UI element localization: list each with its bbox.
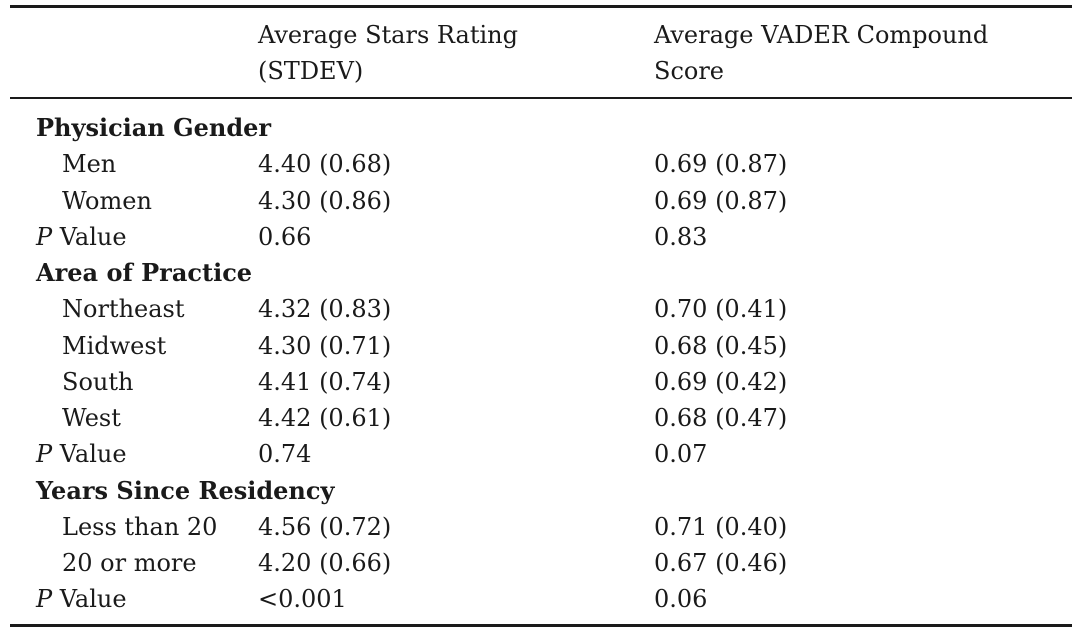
vader-p-value: 0.83 [654, 222, 708, 251]
vader-value: 0.68 (0.47) [654, 404, 788, 432]
header-rule [10, 97, 1072, 99]
row-label: Women [62, 186, 152, 215]
table-row: Midwest 4.30 (0.71) 0.68 (0.45) [0, 328, 1080, 364]
vader-value: 0.69 (0.42) [654, 367, 788, 396]
vader-value: 0.71 (0.40) [654, 512, 788, 541]
stars-value: 4.20 (0.66) [258, 549, 392, 577]
header-stars-line2: (STDEV) [258, 57, 364, 85]
p-symbol: P [36, 222, 53, 251]
table-row: South 4.41 (0.74) 0.69 (0.42) [0, 364, 1080, 400]
section-title-row: Physician Gender [0, 110, 1080, 146]
p-symbol: P [36, 440, 53, 469]
stars-value: 4.56 (0.72) [258, 512, 392, 541]
stars-value: 4.42 (0.61) [258, 404, 392, 432]
row-label: 20 or more [62, 549, 197, 577]
section-title-row: Years Since Residency [0, 473, 1080, 509]
p-value-label: P Value [36, 219, 127, 255]
p-value-row: P Value 0.74 0.07 [0, 436, 1080, 472]
table-row: Less than 20 4.56 (0.72) 0.71 (0.40) [0, 509, 1080, 545]
p-value-label: P Value [36, 581, 127, 617]
stars-p-value: <0.001 [258, 585, 347, 614]
p-value-word: Value [52, 585, 127, 614]
section-title: Physician Gender [36, 113, 272, 142]
section-title-row: Area of Practice [0, 255, 1080, 291]
table-bottom-rule [10, 624, 1072, 627]
stars-p-value: 0.66 [258, 222, 312, 251]
p-symbol: P [36, 585, 53, 614]
stars-value: 4.32 (0.83) [258, 295, 392, 324]
vader-value: 0.69 (0.87) [654, 150, 788, 179]
row-label: Less than 20 [62, 512, 218, 541]
section-title: Years Since Residency [36, 475, 335, 505]
row-label: West [62, 404, 121, 432]
row-label: South [62, 367, 134, 396]
p-value-row: P Value 0.66 0.83 [0, 219, 1080, 255]
stars-value: 4.30 (0.86) [258, 186, 392, 215]
vader-p-value: 0.06 [654, 585, 708, 614]
row-label: Midwest [62, 331, 167, 360]
header-vader-line2: Score [654, 57, 725, 85]
p-value-label: P Value [36, 436, 127, 472]
stars-value: 4.41 (0.74) [258, 367, 392, 396]
stars-value: 4.40 (0.68) [258, 150, 392, 179]
p-value-word: Value [52, 222, 127, 251]
p-value-word: Value [52, 440, 127, 469]
p-value-row: P Value <0.001 0.06 [0, 581, 1080, 617]
header-vader-line1: Average VADER Compound [654, 21, 989, 49]
stars-p-value: 0.74 [258, 440, 312, 469]
vader-value: 0.70 (0.41) [654, 295, 788, 324]
vader-value: 0.68 (0.45) [654, 331, 788, 360]
row-label: Northeast [62, 295, 185, 324]
vader-value: 0.69 (0.87) [654, 186, 788, 215]
header-stars-rating: Average Stars Rating (STDEV) [258, 17, 518, 89]
table-row: 20 or more 4.20 (0.66) 0.67 (0.46) [0, 545, 1080, 581]
table-body: Physician Gender Men 4.40 (0.68) 0.69 (0… [0, 110, 1080, 618]
table-top-rule [10, 5, 1072, 8]
stars-value: 4.30 (0.71) [258, 331, 392, 360]
table-row: Women 4.30 (0.86) 0.69 (0.87) [0, 183, 1080, 219]
vader-p-value: 0.07 [654, 440, 708, 469]
vader-value: 0.67 (0.46) [654, 549, 788, 577]
table-row: Men 4.40 (0.68) 0.69 (0.87) [0, 146, 1080, 182]
row-label: Men [62, 150, 117, 179]
section-title: Area of Practice [36, 258, 253, 287]
table-row: Northeast 4.32 (0.83) 0.70 (0.41) [0, 291, 1080, 327]
header-stars-line1: Average Stars Rating [258, 21, 518, 49]
header-vader-score: Average VADER Compound Score [654, 17, 988, 89]
table-row: West 4.42 (0.61) 0.68 (0.47) [0, 400, 1080, 436]
